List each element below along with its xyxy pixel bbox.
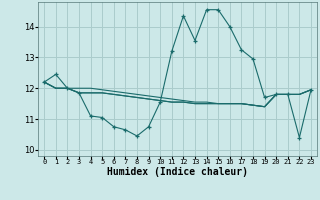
X-axis label: Humidex (Indice chaleur): Humidex (Indice chaleur)	[107, 167, 248, 177]
